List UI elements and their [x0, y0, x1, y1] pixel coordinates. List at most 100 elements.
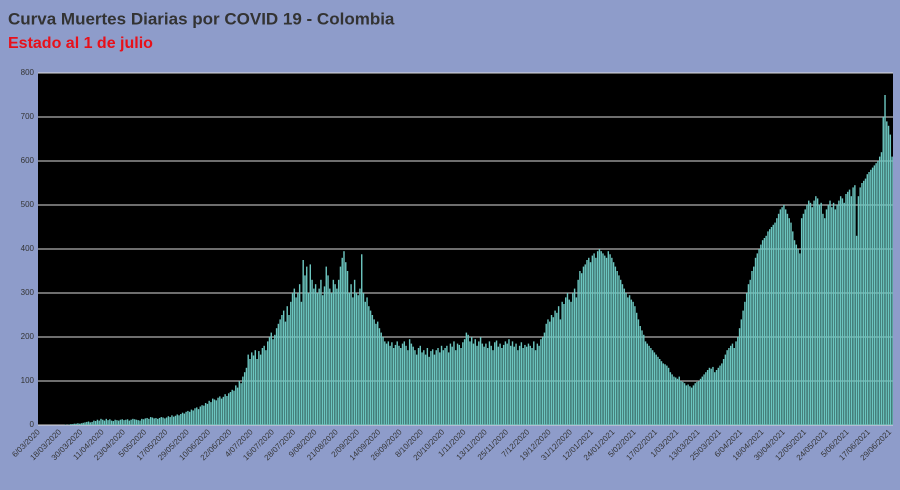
bar — [488, 341, 491, 425]
bar — [765, 235, 767, 425]
bar — [891, 156, 893, 425]
bar — [330, 293, 333, 425]
bar — [671, 374, 673, 425]
bar — [435, 350, 437, 425]
bar — [167, 416, 170, 425]
bar — [217, 397, 219, 425]
bar — [522, 348, 524, 425]
bar — [314, 284, 317, 425]
bar — [306, 266, 308, 425]
chart-subtitle: Estado al 1 de julio — [8, 35, 153, 52]
bar — [795, 244, 798, 425]
bar — [114, 419, 116, 425]
bar — [868, 172, 870, 425]
bar — [284, 321, 287, 425]
bar — [87, 421, 90, 425]
bar — [884, 95, 886, 425]
bar — [265, 350, 267, 425]
bar — [185, 411, 187, 425]
bar — [341, 257, 343, 425]
bar — [644, 341, 647, 425]
bar — [103, 420, 106, 425]
bar — [141, 418, 143, 425]
bar — [540, 339, 542, 425]
y-tick-label: 400 — [21, 244, 35, 253]
bar — [756, 253, 759, 425]
bar — [368, 306, 370, 425]
bar — [797, 249, 799, 425]
bar — [196, 407, 198, 425]
bar — [369, 310, 372, 425]
bar — [100, 418, 102, 425]
bar — [792, 231, 794, 425]
bar — [687, 384, 689, 425]
bar — [378, 328, 381, 425]
bar — [770, 227, 773, 425]
bar — [93, 420, 95, 425]
bar — [181, 412, 184, 425]
bar — [316, 293, 319, 425]
bar — [162, 417, 164, 425]
bar — [572, 293, 574, 425]
bar — [235, 385, 237, 425]
bar — [710, 368, 712, 425]
bar — [366, 297, 368, 425]
bar — [511, 341, 514, 425]
bar — [396, 341, 398, 425]
bar — [618, 275, 620, 425]
bar — [777, 213, 780, 425]
bar — [419, 345, 421, 425]
bar — [201, 405, 203, 425]
bar — [588, 257, 590, 425]
bar — [524, 344, 526, 425]
bar — [582, 266, 585, 425]
bar — [852, 187, 854, 425]
bar — [543, 332, 546, 425]
bar — [353, 279, 356, 425]
bar — [793, 240, 796, 425]
bar — [485, 343, 487, 425]
bar — [359, 288, 361, 425]
bar — [123, 420, 125, 425]
y-tick-label: 100 — [21, 376, 35, 385]
bar — [804, 209, 806, 425]
bar — [878, 156, 881, 425]
bar — [339, 266, 342, 425]
bar — [188, 411, 191, 425]
bar — [302, 260, 304, 425]
bar — [550, 315, 553, 425]
bar — [102, 419, 104, 425]
bar — [460, 348, 462, 425]
bar — [227, 393, 230, 425]
bar — [437, 348, 439, 425]
bar — [643, 334, 645, 425]
bar — [850, 196, 853, 425]
bar — [357, 295, 359, 425]
bar — [742, 310, 744, 425]
bar — [96, 419, 99, 425]
bar — [758, 249, 760, 425]
bar — [472, 343, 475, 425]
bar — [650, 348, 652, 425]
bar — [279, 319, 281, 425]
bar — [94, 421, 97, 425]
bar — [169, 417, 171, 425]
bar — [616, 271, 618, 425]
bar — [502, 344, 505, 425]
y-tick-label: 300 — [21, 288, 35, 297]
bar — [871, 167, 874, 425]
bar — [268, 337, 271, 425]
bar — [408, 339, 411, 425]
bar — [334, 284, 336, 425]
bar — [75, 423, 77, 425]
bar — [685, 385, 688, 425]
bar — [449, 343, 452, 425]
bar — [149, 417, 152, 425]
bar — [180, 414, 182, 425]
bar — [584, 264, 586, 425]
bar — [745, 293, 748, 425]
bar — [256, 359, 258, 425]
bar — [226, 395, 228, 425]
bar — [870, 169, 872, 425]
bar — [178, 415, 180, 425]
